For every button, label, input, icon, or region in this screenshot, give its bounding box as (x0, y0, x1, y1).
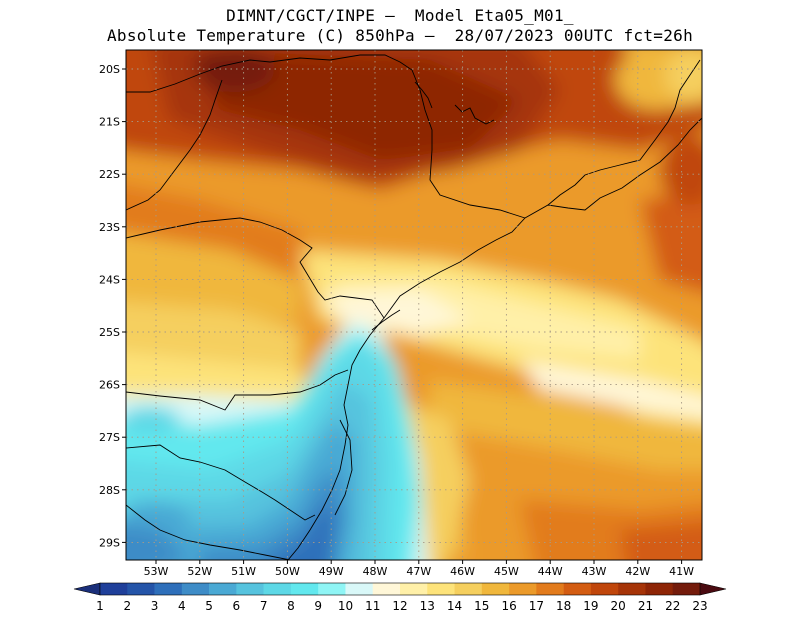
colorbar-swatch (481, 583, 510, 595)
colorbar-swatch (318, 583, 346, 595)
lat-tick-label: 21S (99, 116, 120, 129)
lat-tick-label: 25S (99, 326, 120, 339)
colorbar-swatch (345, 583, 374, 595)
state-border-ms (126, 79, 223, 211)
colorbar-swatch (672, 583, 701, 595)
colorbar-label: 16 (501, 599, 516, 613)
map-grid (126, 50, 702, 560)
colorbar-swatch (536, 583, 564, 595)
colorbar-label: 22 (665, 599, 680, 613)
colorbar-swatch (290, 583, 319, 595)
colorbar-label: 2 (123, 599, 131, 613)
colorbar-label: 20 (611, 599, 626, 613)
lon-tick-label: 44W (538, 565, 563, 578)
chart-title-line2: Absolute Temperature (C) 850hPa – 28/07/… (106, 26, 694, 45)
lat-tick-label: 27S (99, 431, 120, 444)
lat-tick-label: 22S (99, 168, 120, 181)
colorbar-swatch (400, 583, 428, 595)
lat-tick-label: 29S (99, 536, 120, 549)
colorbar-label: 8 (287, 599, 295, 613)
colorbar-swatch (590, 583, 619, 595)
lon-tick-label: 47W (406, 565, 431, 578)
colorbar-label: 10 (338, 599, 353, 613)
reservoir (414, 81, 433, 109)
colorbar-swatch (372, 583, 401, 595)
lon-tick-label: 50W (275, 565, 300, 578)
colorbar-swatch (263, 583, 292, 595)
colorbar-swatch (563, 583, 592, 595)
temperature-field (126, 50, 702, 560)
colorbar-label: 4 (178, 599, 186, 613)
lon-tick-label: 42W (625, 565, 650, 578)
lon-tick-label: 45W (494, 565, 519, 578)
lon-tick-label: 48W (363, 565, 388, 578)
lat-tick-label: 28S (99, 484, 120, 497)
lat-tick-label: 24S (99, 273, 120, 286)
colorbar-high-arrow (699, 582, 727, 596)
colorbar-swatch (618, 583, 646, 595)
colorbar-label: 19 (583, 599, 598, 613)
colorbar-swatch (427, 583, 455, 595)
colorbar-swatch (509, 583, 537, 595)
coastline (287, 117, 702, 560)
colorbar-label: 21 (638, 599, 653, 613)
state-border-pr-sc (126, 369, 349, 411)
colorbar-label: 17 (529, 599, 544, 613)
colorbar-label: 12 (392, 599, 407, 613)
colorbar-swatch (127, 583, 155, 595)
lagoon (334, 419, 353, 516)
colorbar-swatch (209, 583, 237, 595)
colorbar-label: 15 (474, 599, 489, 613)
colorbar-label: 23 (692, 599, 707, 613)
lat-tick-label: 23S (99, 221, 120, 234)
colorbar-label: 5 (205, 599, 213, 613)
lat-tick-label: 26S (99, 379, 120, 392)
colorbar-label: 9 (314, 599, 322, 613)
colorbar-label: 14 (447, 599, 462, 613)
colorbar-label: 11 (365, 599, 380, 613)
colorbar: 1 2 3 4 5 6 7 8 9 10 11 12 13 14 15 16 17 18 19 20 21 22 23 (73, 582, 727, 613)
colorbar-swatch (154, 583, 183, 595)
colorbar-swatch (454, 583, 483, 595)
lon-tick-label: 53W (144, 565, 169, 578)
borders (126, 54, 702, 560)
colorbar-low-arrow (73, 582, 101, 596)
lat-tick-label: 20S (99, 63, 120, 76)
state-border-mg-rj-es (547, 59, 701, 206)
lon-tick-label: 43W (582, 565, 607, 578)
lon-tick-label: 41W (669, 565, 694, 578)
colorbar-label: 3 (151, 599, 159, 613)
chart-title-line1: DIMNT/CGCT/INPE – Model Eta05_M01_ (226, 6, 574, 25)
colorbar-label: 6 (233, 599, 241, 613)
colorbar-swatch (181, 583, 210, 595)
lon-tick-label: 46W (450, 565, 475, 578)
lon-tick-label: 49W (319, 565, 344, 578)
lon-tick-label: 51W (231, 565, 256, 578)
state-border-sc-rs (126, 444, 316, 521)
colorbar-label: 7 (260, 599, 268, 613)
latitude-axis: 20S 21S 22S 23S 24S 25S 26S 27S 28S 29S (99, 63, 126, 549)
colorbar-label: 1 (96, 599, 104, 613)
colorbar-label: 13 (420, 599, 435, 613)
colorbar-swatch (645, 583, 674, 595)
longitude-axis: 53W 52W 51W 50W 49W 48W 47W 46W 45W 44W 43W 42W 41W (144, 560, 694, 578)
colorbar-label: 18 (556, 599, 571, 613)
lon-tick-label: 52W (187, 565, 212, 578)
bay (371, 309, 401, 331)
state-border-mg-sp (126, 54, 526, 219)
state-border-sp-pr (126, 217, 385, 319)
colorbar-swatch (236, 583, 264, 595)
plot-frame (125, 49, 703, 561)
colorbar-swatch (100, 583, 128, 595)
reservoir (454, 104, 495, 125)
